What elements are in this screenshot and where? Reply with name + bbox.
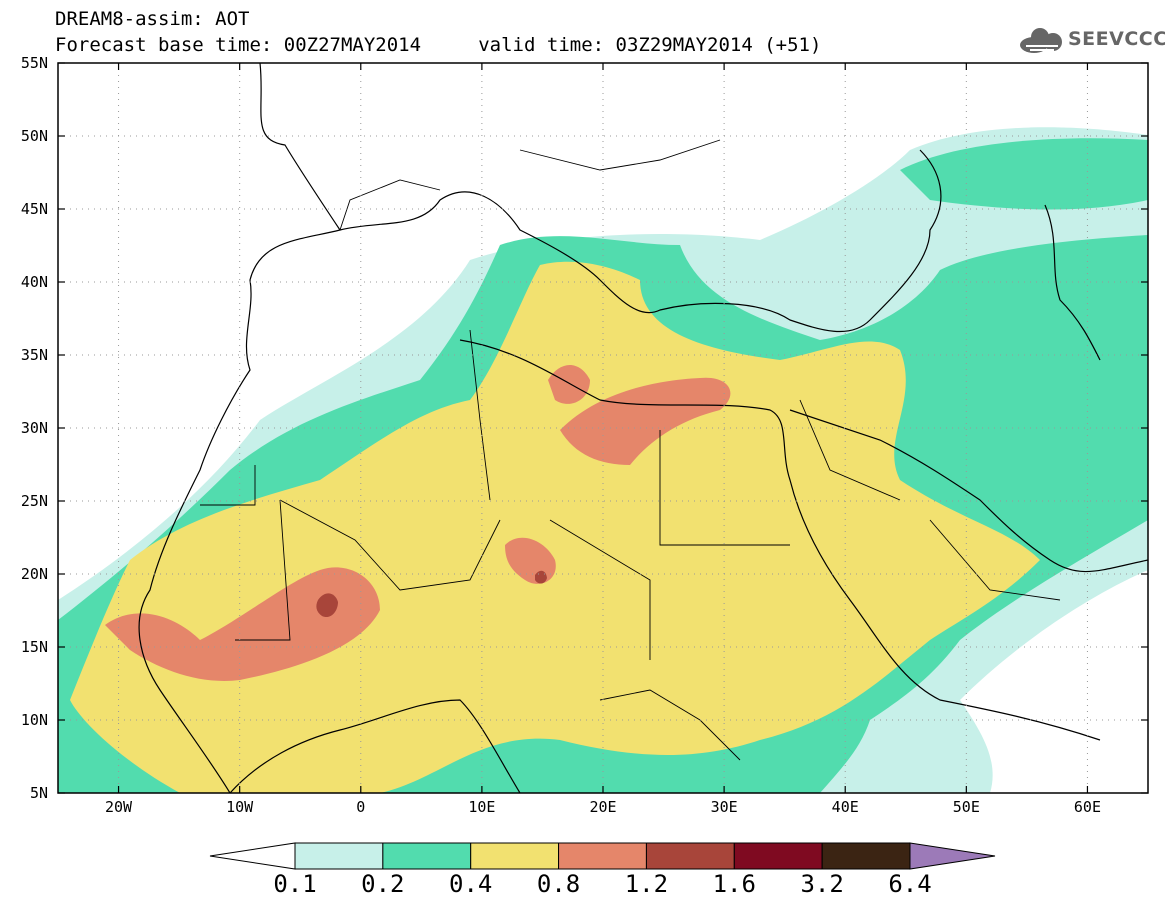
seevccc-logo bbox=[1020, 28, 1062, 53]
lat-label: 30N bbox=[20, 419, 48, 437]
lon-label: 20W bbox=[105, 798, 133, 816]
lat-label: 50N bbox=[20, 127, 48, 145]
lat-label: 5N bbox=[29, 784, 48, 802]
colorbar-label: 3.2 bbox=[800, 870, 844, 898]
colorbar-box bbox=[733, 842, 823, 870]
aot-band-0.2b bbox=[900, 138, 1148, 210]
colorbar-box bbox=[821, 842, 911, 870]
lat-label: 25N bbox=[20, 492, 48, 510]
forecast-time-line: Forecast base time: 00Z27MAY2014 valid t… bbox=[55, 34, 822, 56]
colorbar-label: 0.8 bbox=[536, 870, 581, 898]
colorbar-box bbox=[294, 842, 384, 870]
lon-label: 20E bbox=[589, 798, 617, 816]
lat-label: 15N bbox=[20, 638, 48, 656]
lon-label: 50E bbox=[952, 798, 980, 816]
aot-band-0.4 bbox=[70, 261, 1040, 793]
borders bbox=[200, 139, 1061, 761]
lat-label: 10N bbox=[20, 711, 48, 729]
colorbar-box bbox=[558, 842, 647, 870]
colorbar bbox=[209, 842, 996, 870]
lon-label: 60E bbox=[1073, 798, 1101, 816]
logo-text: SEEVCCC bbox=[1068, 28, 1165, 50]
cloud-icon bbox=[1020, 28, 1062, 53]
colorbar-label: 1.6 bbox=[712, 870, 756, 898]
colorbar-label: 0.2 bbox=[361, 870, 405, 898]
colorbar-box bbox=[470, 842, 560, 870]
colorbar-box bbox=[382, 842, 472, 870]
aot-band-0.8b bbox=[560, 377, 731, 465]
lat-label: 55N bbox=[20, 54, 48, 72]
map-title: DREAM8-assim: AOT bbox=[55, 8, 250, 30]
lon-label: 0 bbox=[356, 798, 366, 816]
coastlines bbox=[138, 63, 1148, 793]
colorbar-label: 1.2 bbox=[624, 870, 669, 898]
colorbar-max-arrow bbox=[909, 842, 996, 870]
lat-label: 45N bbox=[20, 200, 48, 218]
colorbar-box bbox=[645, 842, 735, 870]
lon-label: 30E bbox=[710, 798, 738, 816]
axis-ticks bbox=[58, 62, 1148, 794]
colorbar-label: 0.4 bbox=[449, 870, 493, 898]
lat-label: 20N bbox=[20, 565, 48, 583]
lat-label: 40N bbox=[20, 273, 48, 291]
colorbar-min-arrow bbox=[209, 842, 296, 870]
lon-label: 40E bbox=[831, 798, 859, 816]
aot-band-1.2 bbox=[316, 593, 338, 618]
colorbar-label: 0.1 bbox=[273, 870, 317, 898]
colorbar-label: 6.4 bbox=[888, 870, 932, 898]
aot-band-0.8a bbox=[105, 567, 380, 681]
lon-label: 10W bbox=[226, 798, 254, 816]
lon-label: 10E bbox=[468, 798, 496, 816]
lat-label: 35N bbox=[20, 346, 48, 364]
aot-band-0.8c bbox=[548, 365, 590, 404]
